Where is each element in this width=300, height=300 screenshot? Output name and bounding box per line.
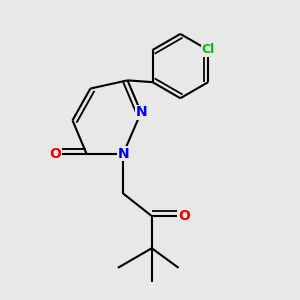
Text: N: N [135,106,147,119]
Text: O: O [178,209,190,223]
Text: O: O [50,147,61,160]
Text: Cl: Cl [202,44,215,56]
Text: N: N [117,147,129,160]
